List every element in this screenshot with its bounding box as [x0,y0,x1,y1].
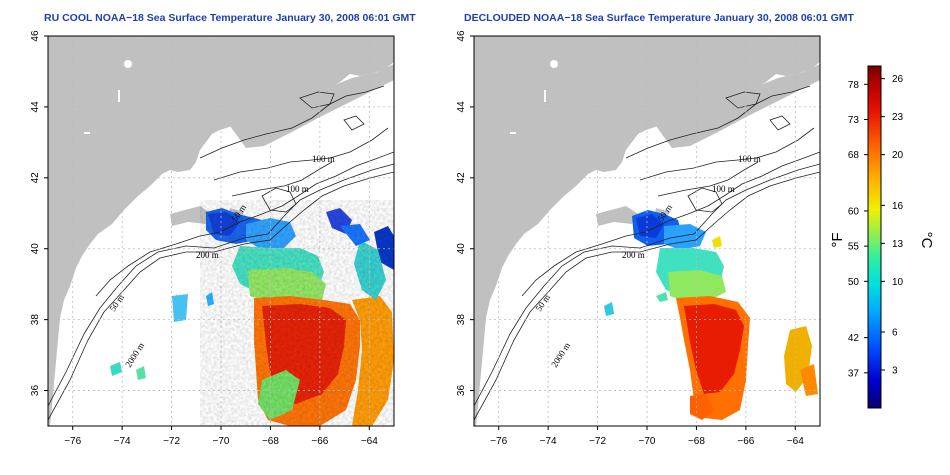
x-tick-label: −70 [213,436,230,447]
colorbar-gradient [867,65,882,409]
y-tick-label: 36 [30,385,41,397]
fahrenheit-unit-label: °F [829,232,846,247]
celsius-tick-label: 23 [892,112,904,123]
x-tick-label: −64 [787,436,804,447]
fahrenheit-tick-label: 73 [848,115,860,126]
right-panel-title: DECLOUDED NOAA−18 Sea Surface Temperatur… [464,12,854,24]
x-tick-label: −76 [490,436,507,447]
x-tick-label: −64 [361,436,378,447]
y-tick-label: 40 [30,243,41,255]
celsius-unit-label: °C [918,232,935,249]
contour-label-right-200m: 200 m [622,250,645,260]
y-tick-label: 38 [30,314,41,326]
right-grid [474,35,820,426]
celsius-tick-label: 6 [892,328,898,339]
left-axis-ticks: −76 −74 −72 −70 −68 −66 −64 46 44 42 40 38 36 [30,30,378,447]
celsius-tick-label: 13 [892,239,904,250]
y-tick-label: 46 [456,30,467,42]
x-tick-label: −74 [114,436,131,447]
x-tick-label: −72 [163,436,180,447]
x-tick-label: −68 [262,436,279,447]
x-tick-label: −76 [64,436,81,447]
y-tick-label: 42 [30,172,41,184]
y-tick-label: 42 [456,172,467,184]
y-tick-label: 36 [456,385,467,397]
contour-label-left-100m-b: 100 m [286,184,309,194]
celsius-tick-label: 3 [892,366,898,377]
fahrenheit-tick-label: 60 [848,206,860,217]
x-tick-label: −66 [737,436,754,447]
y-tick-label: 38 [456,314,467,326]
left-grid [48,35,394,426]
celsius-tick-label: 26 [892,74,904,85]
right-map-panel: 100 m 100 m 50 m 200 m 50 m 2000 m −76 −7… [456,30,821,447]
x-tick-label: −72 [589,436,606,447]
x-tick-label: −70 [639,436,656,447]
left-panel-title: RU COOL NOAA−18 Sea Surface Temperature … [44,12,416,24]
x-tick-label: −68 [688,436,705,447]
x-tick-label: −66 [311,436,328,447]
land-mass [474,36,820,426]
contour-label-left-100m-a: 100 m [312,154,335,164]
fahrenheit-tick-label: 68 [848,150,860,161]
y-tick-label: 44 [456,101,467,113]
left-map-panel: 100 m 100 m 50 m 200 m 50 m 2000 m −76 −7… [30,30,395,447]
temperature-colorbar: 26 23 20 16 13 10 6 3 78 73 68 60 55 50 42 37 °F °C [829,65,935,409]
y-tick-label: 40 [456,243,467,255]
fahrenheit-tick-label: 78 [848,80,860,91]
fahrenheit-tick-label: 42 [848,333,860,344]
contour-label-right-100m-b: 100 m [712,184,735,194]
fahrenheit-tick-label: 37 [848,368,860,379]
celsius-tick-label: 10 [892,277,904,288]
y-tick-label: 44 [30,101,41,113]
contour-label-right-100m-a: 100 m [738,154,761,164]
land-mass [48,36,394,426]
fahrenheit-tick-label: 55 [848,242,860,253]
x-tick-label: −74 [540,436,557,447]
y-tick-label: 46 [30,30,41,42]
fahrenheit-tick-label: 50 [848,277,860,288]
right-axis-ticks: −76 −74 −72 −70 −68 −66 −64 46 44 42 40 38 36 [456,30,804,447]
contour-label-left-200m: 200 m [196,250,219,260]
celsius-tick-label: 20 [892,150,904,161]
celsius-tick-label: 16 [892,201,904,212]
